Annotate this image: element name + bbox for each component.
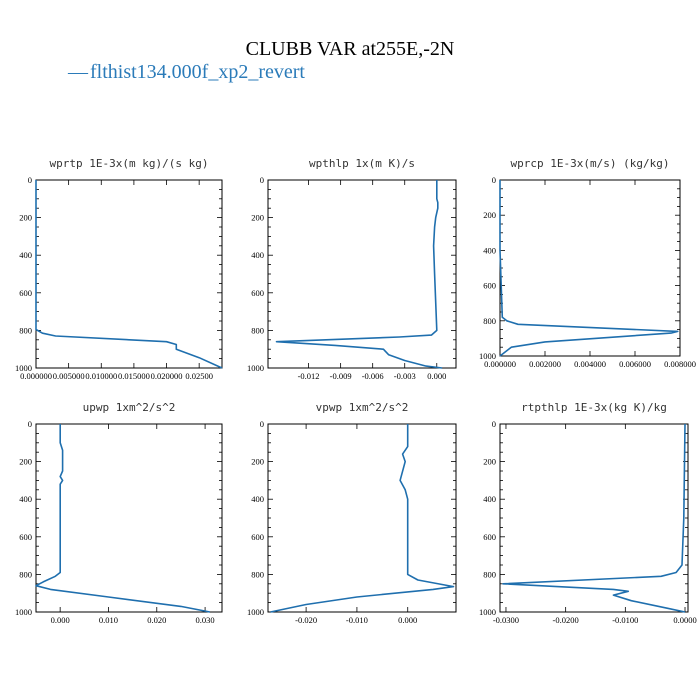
y-tick-label: 400 <box>19 494 32 504</box>
y-tick-label: 0 <box>492 175 496 185</box>
plot-frame <box>267 179 457 369</box>
panel-title: wpthlp 1x(m K)/s <box>309 157 415 170</box>
x-tick-label: 0.008000 <box>664 359 696 369</box>
panel-2: wpthlp 1x(m K)/s02004006008001000-0.012-… <box>247 157 457 381</box>
y-tick-label: 0 <box>492 419 496 429</box>
panel-grid: wprtp 1E-3x(m kg)/(s kg) 0 200 400 600 800 100… <box>15 157 697 625</box>
x-tick-label: -0.0300 <box>493 615 519 625</box>
panel-title: rtpthlp 1E-3x(kg K)/kg <box>521 401 667 414</box>
y-tick-label: 600 <box>19 532 32 542</box>
legend-label: flthist134.000f_xp2_revert <box>90 61 305 83</box>
y-tick-label: 600 <box>251 288 264 298</box>
panel-title: wprtp 1E-3x(m kg)/(s kg) <box>50 157 209 170</box>
x-tick-label: 0.0000 <box>673 615 696 625</box>
x-tick-label: 0.000000 <box>484 359 516 369</box>
panel-title: wprcp 1E-3x(m/s) (kg/kg) <box>511 157 670 170</box>
panel-5: vpwp 1xm^2/s^2 0 200 400 600 800 1000 -0.020 -0.… <box>247 401 457 625</box>
y-tick-label: 400 <box>483 494 496 504</box>
y-tick-label: 0 <box>260 175 264 185</box>
y-tick-label: 1000 <box>247 363 264 373</box>
x-tick-label: 0.006000 <box>619 359 651 369</box>
x-tick-label: 0.000000 <box>20 371 52 381</box>
plot-frame <box>499 423 689 613</box>
y-tick-label: 800 <box>19 325 32 335</box>
y-tick-label: 1000 <box>479 607 496 617</box>
panel-title: upwp 1xm^2/s^2 <box>83 401 176 414</box>
y-tick-label: 800 <box>251 325 264 335</box>
panel-6: rtpthlp 1E-3x(kg K)/kg02004006008001000-… <box>479 401 697 625</box>
x-tick-label: 0.02500 <box>185 371 213 381</box>
panel-1: wprtp 1E-3x(m kg)/(s kg) 0 200 400 600 800 100… <box>15 157 223 381</box>
x-tick-label: -0.020 <box>295 615 317 625</box>
panel-3: wprcp 1E-3x(m/s) (kg/kg) 0 200 400 600 800 100… <box>479 157 696 369</box>
series-line-1 <box>502 423 686 613</box>
y-tick-label: 800 <box>251 569 264 579</box>
y-tick-label: 1000 <box>479 351 496 361</box>
series-line-1 <box>270 424 455 613</box>
x-tick-label: -0.0100 <box>612 615 638 625</box>
y-tick-label: 1000 <box>247 607 264 617</box>
series-line-1 <box>499 180 679 357</box>
plot-frame <box>35 423 223 613</box>
y-tick-label: 200 <box>251 457 264 467</box>
y-tick-label: 0 <box>28 419 32 429</box>
x-tick-label: 0.000 <box>398 615 417 625</box>
y-tick-label: 200 <box>251 213 264 223</box>
x-tick-label: -0.010 <box>346 615 368 625</box>
y-tick-label: 600 <box>251 532 264 542</box>
x-tick-label: 0.020000 <box>151 371 183 381</box>
x-tick-label: 0.000 <box>51 615 70 625</box>
x-tick-label: 0.010 <box>99 615 118 625</box>
y-tick-label: 800 <box>483 569 496 579</box>
y-tick-label: 600 <box>483 281 496 291</box>
y-tick-label: 400 <box>251 494 264 504</box>
x-tick-label: 0.004000 <box>574 359 606 369</box>
x-tick-label: 0.015000 <box>118 371 150 381</box>
x-tick-label: -0.003 <box>394 371 416 381</box>
y-tick-label: 600 <box>483 532 496 542</box>
y-tick-label: 0 <box>260 419 264 429</box>
y-tick-label: 200 <box>19 213 32 223</box>
x-tick-label: -0.009 <box>330 371 352 381</box>
legend-marker: — <box>67 61 89 83</box>
y-tick-label: 800 <box>483 316 496 326</box>
panel-4: upwp 1xm^2/s^2 0 200 400 600 800 1000 0.000 0.01… <box>15 401 223 625</box>
x-tick-label: -0.006 <box>362 371 384 381</box>
y-tick-label: 1000 <box>15 363 32 373</box>
y-tick-label: 0 <box>28 175 32 185</box>
y-tick-label: 800 <box>19 569 32 579</box>
series-line-1 <box>35 424 211 613</box>
y-tick-label: 1000 <box>15 607 32 617</box>
y-tick-label: 200 <box>19 457 32 467</box>
y-tick-label: 600 <box>19 288 32 298</box>
x-tick-label: 0.010000 <box>85 371 117 381</box>
series-line-1 <box>275 180 443 369</box>
series-line-1 <box>35 180 223 369</box>
x-tick-label: 0.002000 <box>529 359 561 369</box>
x-tick-label: -0.012 <box>298 371 320 381</box>
figure-title: CLUBB VAR at255E,-2N <box>246 38 455 60</box>
y-tick-label: 400 <box>19 250 32 260</box>
x-tick-label: -0.0200 <box>553 615 579 625</box>
y-tick-label: 400 <box>483 245 496 255</box>
y-tick-label: 200 <box>483 210 496 220</box>
y-tick-label: 200 <box>483 457 496 467</box>
x-tick-label: 0.005000 <box>53 371 85 381</box>
plot-frame <box>267 423 457 613</box>
y-tick-label: 400 <box>251 250 264 260</box>
x-tick-label: 0.020 <box>147 615 166 625</box>
x-tick-label: 0.000 <box>427 371 446 381</box>
panel-title: vpwp 1xm^2/s^2 <box>316 401 409 414</box>
x-tick-label: 0.030 <box>196 615 215 625</box>
